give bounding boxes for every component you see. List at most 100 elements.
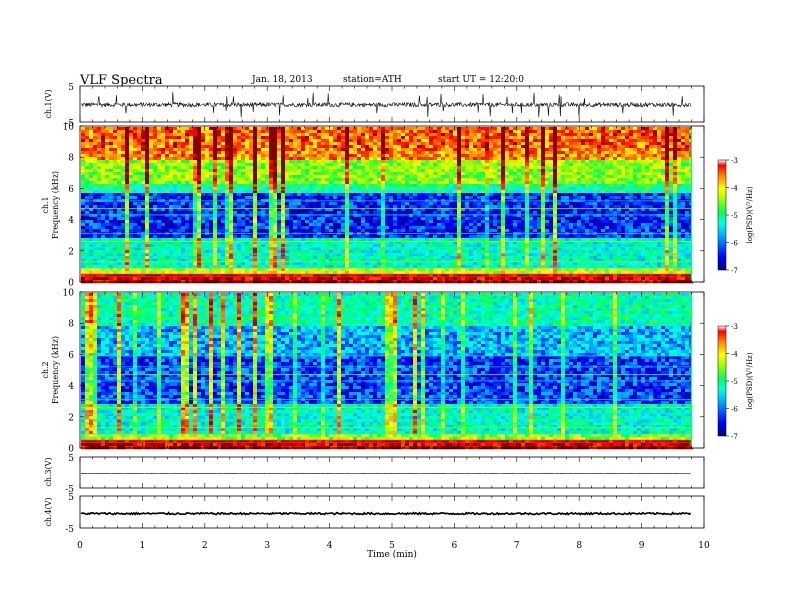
ch1-spectrogram-cell — [253, 187, 258, 191]
ch1-spectrogram-cell — [193, 196, 198, 200]
ch1-spectrogram-cell — [181, 202, 186, 206]
ch1-spectrogram-cell — [361, 244, 366, 248]
ch1-spectrogram-cell — [89, 244, 94, 248]
ch1-spectrogram-cell — [373, 244, 378, 248]
ch1-spectrogram-cell — [341, 205, 346, 209]
ch1-spectrogram-cell — [101, 244, 106, 248]
ch1-spectrogram-cell — [93, 238, 98, 242]
ch1-spectrogram-cell — [253, 223, 258, 227]
ch1-spectrogram-cell — [197, 202, 202, 206]
ch1-spectrogram-cell — [321, 256, 326, 260]
ch1-spectrogram-cell — [289, 214, 294, 218]
ch1-spectrogram-cell — [401, 145, 406, 149]
ch1-spectrogram-cell — [441, 151, 446, 155]
ch1-spectrogram-cell — [401, 148, 406, 152]
ch1-spectrogram-cell — [105, 196, 110, 200]
ch1-spectrogram-cell — [313, 184, 318, 188]
ch1-spectrogram-cell — [445, 151, 450, 155]
ch1-spectrogram-cell — [253, 160, 258, 164]
ch1-spectrogram-cell — [205, 160, 210, 164]
ch1-spectrogram-cell — [165, 145, 170, 149]
ch1-spectrogram-cell — [205, 184, 210, 188]
ch1-spectrogram-cell — [329, 256, 334, 260]
ch1-spectrogram-cell — [381, 214, 386, 218]
ch1-spectrogram-cell — [149, 187, 154, 191]
ch1-spectrogram-cell — [113, 178, 118, 182]
ch1-spectrogram-cell — [301, 145, 306, 149]
ch1-spectrogram-cell — [181, 223, 186, 227]
ch1-spectrogram-cell — [333, 250, 338, 254]
ch1-spectrogram-cell — [369, 259, 374, 263]
ch1-spectrogram-cell — [97, 127, 102, 131]
ch1-spectrogram-cell — [121, 235, 126, 239]
ch1-spectrogram-cell — [321, 262, 326, 266]
ch1-spectrogram-cell — [217, 277, 222, 281]
ch1-spectrogram-cell — [297, 259, 302, 263]
ch1-spectrogram-cell — [309, 259, 314, 263]
ch1-spectrogram-cell — [105, 274, 110, 278]
ch1-spectrogram-cell — [441, 127, 446, 131]
ch1-spectrogram-cell — [189, 259, 194, 263]
ch1-spectrogram-cell — [113, 139, 118, 143]
ch1-spectrogram-cell — [221, 223, 226, 227]
ch1-spectrogram-cell — [121, 262, 126, 266]
ch1-spectrogram-cell — [109, 214, 114, 218]
ch1-spectrogram-cell — [149, 268, 154, 272]
ch1-spectrogram-cell — [281, 130, 286, 134]
ch1-spectrogram-cell — [449, 133, 454, 137]
ch1-spectrogram-cell — [157, 127, 162, 131]
ch1-spectrogram-cell — [437, 127, 442, 131]
ch1-spectrogram-cell — [405, 139, 410, 143]
ch1-spectrogram-cell — [177, 166, 182, 170]
ch1-spectrogram-cell — [245, 172, 250, 176]
ch1-spectrogram-cell — [337, 256, 342, 260]
ch1-spectrogram-cell — [389, 160, 394, 164]
ch1-spectrogram-cell — [293, 145, 298, 149]
ch1-spectrogram-cell — [309, 214, 314, 218]
ch1-spectrogram-cell — [313, 127, 318, 131]
ch1-spectrogram-cell — [401, 169, 406, 173]
ch1-spectrogram-cell — [425, 181, 430, 185]
ch1-spectrogram-cell — [157, 235, 162, 239]
ch1-spectrogram-cell — [317, 157, 322, 161]
ch1-spectrogram-cell — [125, 265, 130, 269]
ch1-spectrogram-cell — [449, 220, 454, 224]
ch1-spectrogram-cell — [285, 130, 290, 134]
ch1-spectrogram-cell — [413, 247, 418, 251]
ch1-spectrogram-cell — [297, 241, 302, 245]
ch1-spectrogram-cell — [141, 205, 146, 209]
ch1-spectrogram-cell — [453, 193, 458, 197]
ch1-spectrogram-cell — [393, 133, 398, 137]
ch1-spectrogram-cell — [353, 223, 358, 227]
ch1-spectrogram-cell — [425, 136, 430, 140]
ch1-spectrogram-cell — [241, 217, 246, 221]
ch1-spectrogram-cell — [189, 265, 194, 269]
ch1-spectrogram-cell — [349, 241, 354, 245]
ch1-spectrogram-cell — [397, 238, 402, 242]
ch1-spectrogram-cell — [241, 148, 246, 152]
ch1-spectrogram-cell — [397, 259, 402, 263]
ch1-spectrogram-cell — [441, 238, 446, 242]
ch1-spectrogram-cell — [381, 202, 386, 206]
ch1-spectrogram-cell — [377, 151, 382, 155]
ch1-spectrogram-cell — [353, 127, 358, 131]
ch1-spectrogram-cell — [257, 127, 262, 131]
ch1-spectrogram-cell — [349, 181, 354, 185]
ch1-spectrogram-cell — [305, 214, 310, 218]
ch1-spectrogram-cell — [285, 163, 290, 167]
ch1-spectrogram-cell — [377, 241, 382, 245]
ch1-spectrogram-cell — [113, 166, 118, 170]
ch1-spectrogram-cell — [233, 271, 238, 275]
ch1-spectrogram-cell — [445, 241, 450, 245]
ch1-spectrogram-cell — [125, 271, 130, 275]
ch1-spectrogram-cell — [409, 193, 414, 197]
ch1-spectrogram-cell — [273, 205, 278, 209]
ch1-spectrogram-cell — [269, 151, 274, 155]
ch1-spectrogram-cell — [373, 241, 378, 245]
ch1-spectrogram-cell — [249, 211, 254, 215]
ch1-spectrogram-cell — [353, 214, 358, 218]
ch1-spectrogram-cell — [381, 160, 386, 164]
ch1-spectrogram-cell — [321, 235, 326, 239]
ch1-spectrogram-cell — [145, 262, 150, 266]
ch1-spectrogram-cell — [293, 205, 298, 209]
